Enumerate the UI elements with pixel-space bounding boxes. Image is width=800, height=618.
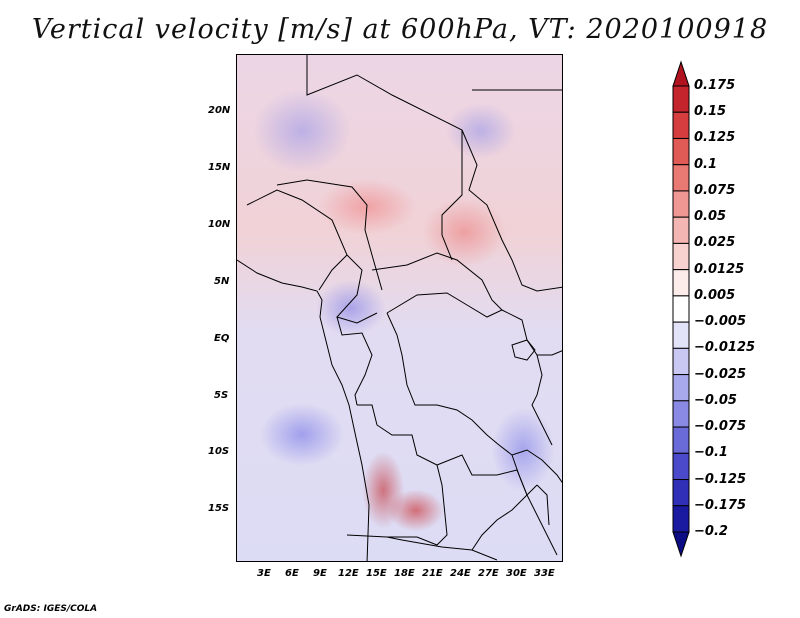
colorbar-segment bbox=[672, 321, 690, 349]
colorbar-label: −0.125 bbox=[694, 471, 747, 487]
colorbar-segment bbox=[672, 85, 690, 113]
colorbar-label: 0.1 bbox=[694, 156, 718, 172]
colorbar-label: −0.0125 bbox=[694, 340, 756, 356]
lon-label-3e: 3E bbox=[257, 568, 271, 579]
border-sudan bbox=[461, 129, 562, 292]
lon-label-18e: 18E bbox=[394, 568, 415, 579]
border-mozambique bbox=[526, 494, 558, 556]
colorbar-label: 0.125 bbox=[694, 130, 736, 146]
colorbar-segment bbox=[672, 269, 690, 297]
colorbar-segment bbox=[672, 505, 690, 533]
border-zambia bbox=[436, 454, 528, 551]
colorbar-label: 0.075 bbox=[694, 182, 736, 198]
colorbar-label: 0.05 bbox=[694, 209, 727, 225]
colorbar-label: −0.005 bbox=[694, 314, 747, 330]
colorbar-segment bbox=[672, 426, 690, 454]
colorbar-segment bbox=[672, 137, 690, 166]
colorbar-label: 0.0125 bbox=[694, 261, 745, 277]
border-cameroon bbox=[336, 254, 378, 324]
footer-credit: GrADS: IGES/COLA bbox=[4, 604, 98, 614]
lon-label-24e: 24E bbox=[450, 568, 471, 579]
lake-victoria bbox=[511, 339, 536, 361]
colorbar-segment bbox=[672, 164, 690, 192]
lon-label-21e: 21E bbox=[422, 568, 443, 579]
lon-label-30e: 30E bbox=[506, 568, 527, 579]
colorbar-segment bbox=[672, 111, 690, 139]
lat-label-15n: 15N bbox=[208, 162, 231, 173]
lon-label-9e: 9E bbox=[313, 568, 327, 579]
border-angola bbox=[357, 404, 448, 546]
lon-label-12e: 12E bbox=[338, 568, 359, 579]
country-borders bbox=[237, 55, 562, 561]
colorbar-segment bbox=[672, 452, 690, 481]
colorbar-label: −0.075 bbox=[694, 419, 747, 435]
border-congo bbox=[336, 316, 373, 406]
lat-label-20n: 20N bbox=[208, 105, 231, 116]
colorbar-label: 0.175 bbox=[694, 78, 736, 93]
border-malawi bbox=[536, 484, 550, 526]
lon-label-15e: 15E bbox=[366, 568, 387, 579]
border-nigeria bbox=[246, 189, 348, 291]
lat-label-5n: 5N bbox=[214, 276, 230, 287]
colorbar-label: 0.005 bbox=[694, 287, 736, 303]
lat-label-15s: 15S bbox=[208, 503, 230, 514]
border-tanzania bbox=[511, 449, 562, 484]
border-east bbox=[501, 309, 553, 446]
colorbar-segment bbox=[672, 400, 690, 428]
colorbar-label: −0.1 bbox=[694, 445, 728, 461]
lat-label-eq: EQ bbox=[214, 333, 230, 344]
border-uganda-kenya bbox=[537, 350, 562, 356]
colorbar-segment bbox=[672, 190, 690, 218]
map-plot-area bbox=[236, 54, 563, 562]
colorbar-label: −0.025 bbox=[694, 366, 747, 382]
colorbar-label: −0.2 bbox=[694, 524, 728, 539]
colorbar-label: 0.15 bbox=[694, 104, 727, 120]
border-drc bbox=[386, 312, 538, 496]
lon-label-6e: 6E bbox=[285, 568, 299, 579]
chart-title: Vertical velocity [m/s] at 600hPa, VT: 2… bbox=[31, 14, 769, 45]
border-niger-chad bbox=[276, 179, 383, 291]
colorbar-label: 0.025 bbox=[694, 235, 736, 251]
colorbar-segment bbox=[672, 216, 690, 244]
colorbar-label: −0.05 bbox=[694, 392, 737, 408]
lat-label-10s: 10S bbox=[208, 446, 230, 457]
border-namibia bbox=[346, 534, 498, 561]
colorbar-bottom-triangle bbox=[672, 531, 690, 558]
lat-label-5s: 5S bbox=[214, 390, 229, 401]
colorbar-segment bbox=[672, 374, 690, 402]
lat-label-10n: 10N bbox=[208, 219, 231, 230]
colorbar-segment bbox=[672, 295, 690, 323]
border-libya-chad bbox=[306, 55, 463, 261]
colorbar-segment bbox=[672, 479, 690, 507]
colorbar-top-triangle bbox=[672, 60, 690, 87]
colorbar-label: −0.175 bbox=[694, 497, 747, 513]
colorbar-graphic bbox=[672, 60, 690, 558]
coastline bbox=[237, 259, 370, 561]
colorbar-segment bbox=[672, 347, 690, 376]
lon-label-33e: 33E bbox=[534, 568, 555, 579]
colorbar-segment bbox=[672, 242, 690, 271]
border-car bbox=[371, 252, 503, 318]
lon-label-27e: 27E bbox=[478, 568, 499, 579]
